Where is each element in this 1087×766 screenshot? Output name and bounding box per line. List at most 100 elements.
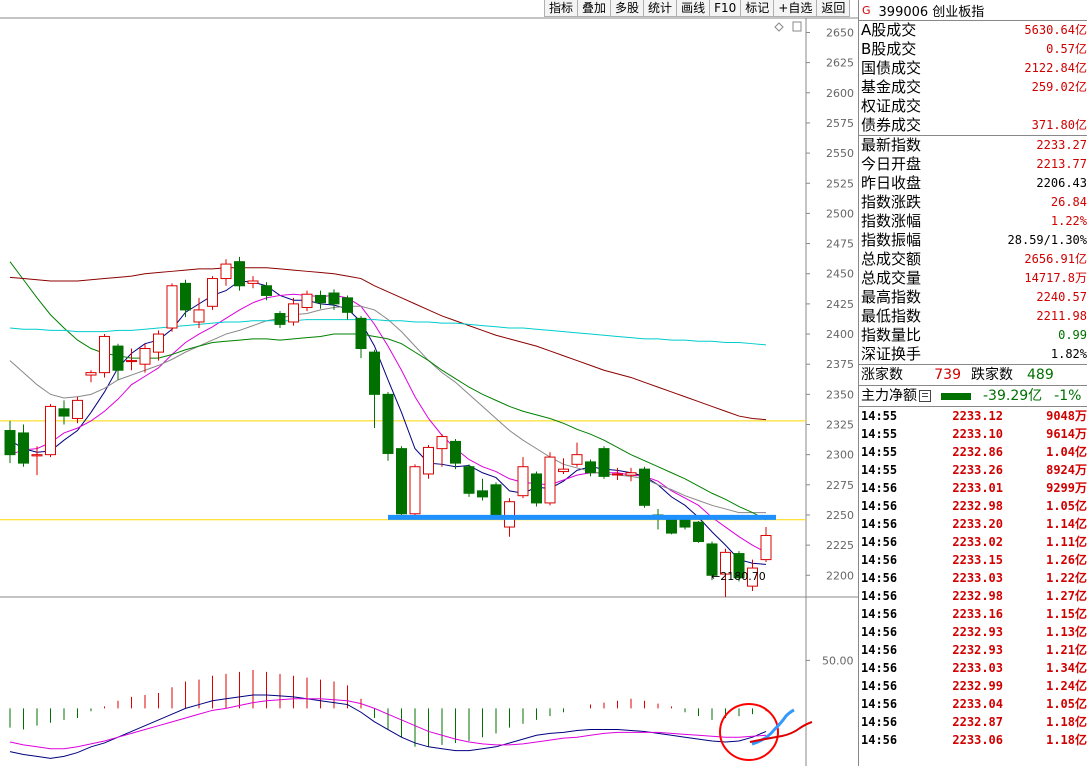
stat-value: 371.80亿 bbox=[1031, 118, 1087, 132]
chart-area[interactable]: 2650 2625 2600 2575 2550 2525 2500 2475 2450 2425… bbox=[0, 0, 858, 766]
quote-header: G 399006 创业板指 bbox=[859, 0, 1087, 21]
toolbar-button-4[interactable]: 画线 bbox=[677, 0, 711, 17]
list-icon[interactable] bbox=[919, 390, 931, 402]
advance-label: 涨家数 bbox=[861, 367, 903, 383]
stat-label: 最高指数 bbox=[861, 288, 922, 306]
candle-body bbox=[180, 282, 191, 311]
tick-vol: 1.22亿 bbox=[1046, 571, 1087, 585]
tick-row: 14:56 2232.99 1.24亿 bbox=[859, 677, 1087, 695]
toolbar-button-0[interactable]: 指标 bbox=[545, 0, 579, 17]
stat-row: 今日开盘 2213.77 bbox=[859, 155, 1087, 174]
moving-average-line bbox=[9, 319, 767, 346]
tick-vol: 8924万 bbox=[1046, 463, 1087, 477]
candle-body bbox=[733, 553, 745, 579]
tick-time: 14:56 bbox=[861, 499, 898, 513]
window-icon bbox=[792, 21, 802, 32]
toolbar-button-3[interactable]: 统计 bbox=[644, 0, 678, 17]
candle-body bbox=[234, 261, 245, 287]
candle-body bbox=[153, 333, 164, 353]
fund-flow-pct: -1% bbox=[1054, 388, 1082, 404]
candle-body bbox=[396, 448, 407, 515]
candle-body bbox=[58, 408, 70, 417]
stat-row: 债券成交 371.80亿 bbox=[859, 116, 1087, 135]
market-icon: G bbox=[862, 3, 871, 17]
stat-row: 最低指数 2211.98 bbox=[859, 307, 1087, 326]
tick-row: 14:56 2233.16 1.15亿 bbox=[859, 605, 1087, 623]
candle-body bbox=[139, 348, 151, 365]
tick-price: 2233.06 bbox=[952, 733, 1003, 747]
tick-row: 14:56 2233.15 1.26亿 bbox=[859, 551, 1087, 569]
toolbar-button-7[interactable]: +自选 bbox=[774, 0, 818, 17]
tick-time: 14:56 bbox=[861, 571, 898, 585]
stat-row: 指数涨跌 26.84 bbox=[859, 193, 1087, 212]
fund-flow-value: -39.29亿 bbox=[983, 388, 1043, 404]
tick-row: 14:56 2233.02 1.11亿 bbox=[859, 533, 1087, 551]
toolbar-button-2[interactable]: 多股 bbox=[611, 0, 645, 17]
tick-row: 14:56 2232.98 1.05亿 bbox=[859, 497, 1087, 515]
stat-label: 总成交量 bbox=[861, 269, 922, 287]
candle-body bbox=[747, 567, 758, 587]
candle-body bbox=[328, 292, 340, 305]
stat-label: 昨日收盘 bbox=[861, 174, 922, 192]
quote-panel: G 399006 创业板指 A股成交 5630.64亿 B股成交 0.57亿 国债成交 2… bbox=[858, 0, 1087, 766]
tick-price: 2233.04 bbox=[952, 697, 1003, 711]
stat-row: 权证成交 bbox=[859, 97, 1087, 116]
candle-body bbox=[207, 278, 218, 307]
candle-body bbox=[679, 519, 691, 528]
tick-vol: 1.04亿 bbox=[1046, 445, 1087, 459]
candle-body bbox=[72, 399, 83, 419]
toolbar: 指标 叠加 多股 统计 画线 F10 标记 +自选 返回 bbox=[544, 0, 851, 17]
candle-body bbox=[342, 297, 353, 313]
stat-row: 国债成交 2122.84亿 bbox=[859, 59, 1087, 78]
candle-body bbox=[288, 303, 299, 323]
candle-body bbox=[585, 461, 596, 474]
kline-chart[interactable]: 2650 2625 2600 2575 2550 2525 2500 2475 2450 2425… bbox=[0, 0, 858, 766]
stat-value: 0.57亿 bbox=[1046, 42, 1087, 56]
y-tick-label: 2525 bbox=[826, 177, 854, 190]
moving-average-line bbox=[9, 267, 767, 421]
stat-row: 基金成交 259.02亿 bbox=[859, 78, 1087, 97]
tick-row: 14:56 2233.03 1.22亿 bbox=[859, 569, 1087, 587]
candle-body bbox=[760, 534, 772, 561]
stat-value: 2206.43 bbox=[1036, 176, 1087, 190]
toolbar-button-8[interactable]: 返回 bbox=[817, 0, 851, 17]
stat-value: 2122.84亿 bbox=[1024, 61, 1087, 75]
candle-body bbox=[220, 263, 232, 280]
tick-row: 14:56 2232.93 1.13亿 bbox=[859, 623, 1087, 641]
tick-time: 14:56 bbox=[861, 697, 898, 711]
tick-vol: 1.21亿 bbox=[1046, 643, 1087, 657]
tick-time: 14:56 bbox=[861, 589, 898, 603]
tick-time: 14:56 bbox=[861, 625, 898, 639]
stat-label: 指数涨幅 bbox=[861, 212, 922, 230]
tick-row: 14:56 2233.01 9299万 bbox=[859, 479, 1087, 497]
stat-label: 债券成交 bbox=[861, 116, 922, 134]
tick-row: 14:56 2233.06 1.18亿 bbox=[859, 731, 1087, 749]
stat-label: 今日开盘 bbox=[861, 155, 922, 173]
macd-dif-line bbox=[9, 694, 767, 759]
y-tick-label: 2200 bbox=[826, 569, 854, 582]
candle-body bbox=[531, 473, 542, 504]
tick-row: 14:56 2233.20 1.14亿 bbox=[859, 515, 1087, 533]
tick-price: 2233.15 bbox=[952, 553, 1003, 567]
y-tick-label: 2500 bbox=[826, 207, 854, 220]
tick-price: 2233.26 bbox=[952, 463, 1003, 477]
y-tick-label: 2475 bbox=[826, 238, 854, 251]
toolbar-button-6[interactable]: 标记 bbox=[741, 0, 775, 17]
stat-label: 总成交额 bbox=[861, 250, 922, 268]
toolbar-button-5[interactable]: F10 bbox=[710, 0, 742, 17]
toolbar-button-1[interactable]: 叠加 bbox=[578, 0, 612, 17]
tick-time: 14:55 bbox=[861, 445, 898, 459]
candle-body bbox=[45, 405, 56, 456]
tick-price: 2233.01 bbox=[952, 481, 1003, 495]
candle-body bbox=[382, 393, 394, 454]
stat-label: 最低指数 bbox=[861, 307, 922, 325]
tick-price: 2232.98 bbox=[952, 589, 1003, 603]
stat-value: 259.02亿 bbox=[1031, 80, 1087, 94]
stat-row: 深证换手 1.82% bbox=[859, 345, 1087, 364]
y-tick-label: 2325 bbox=[826, 419, 854, 432]
tick-row: 14:56 2233.03 1.34亿 bbox=[859, 659, 1087, 677]
candle-body bbox=[463, 466, 475, 494]
y-tick-label: 2350 bbox=[826, 388, 854, 401]
y-tick-label: 2425 bbox=[826, 298, 854, 311]
stat-label: 最新指数 bbox=[861, 136, 922, 154]
